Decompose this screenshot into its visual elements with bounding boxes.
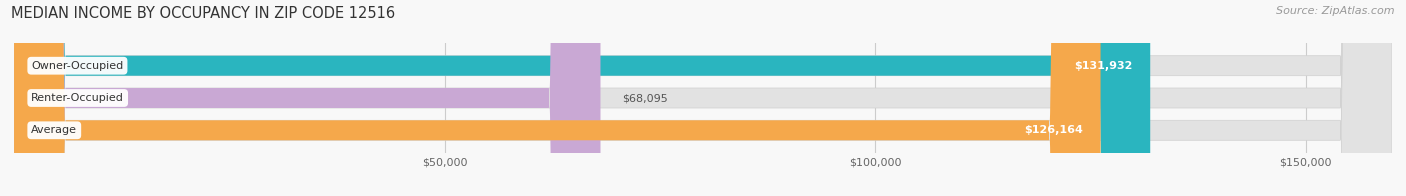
Text: Source: ZipAtlas.com: Source: ZipAtlas.com [1277, 6, 1395, 16]
Text: Average: Average [31, 125, 77, 135]
Text: $68,095: $68,095 [621, 93, 668, 103]
FancyBboxPatch shape [14, 0, 1392, 196]
Text: Renter-Occupied: Renter-Occupied [31, 93, 124, 103]
FancyBboxPatch shape [14, 0, 600, 196]
FancyBboxPatch shape [14, 0, 1150, 196]
FancyBboxPatch shape [14, 0, 1101, 196]
FancyBboxPatch shape [14, 0, 1392, 196]
Text: MEDIAN INCOME BY OCCUPANCY IN ZIP CODE 12516: MEDIAN INCOME BY OCCUPANCY IN ZIP CODE 1… [11, 6, 395, 21]
FancyBboxPatch shape [14, 0, 1392, 196]
Text: $131,932: $131,932 [1074, 61, 1133, 71]
Text: $126,164: $126,164 [1025, 125, 1084, 135]
Text: Owner-Occupied: Owner-Occupied [31, 61, 124, 71]
